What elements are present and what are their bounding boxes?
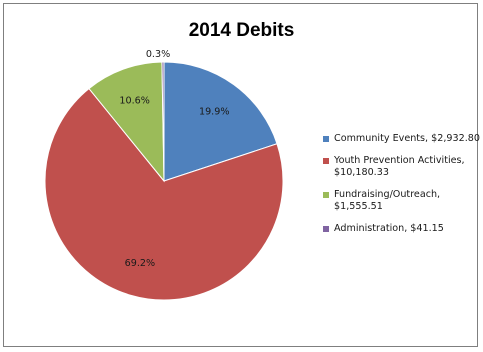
pie-slice-youth-prevention xyxy=(44,87,284,301)
chart-title: 2014 Debits xyxy=(188,20,295,41)
data-label-fundraising: 10.6% xyxy=(119,96,149,107)
legend-label: Fundraising/Outreach, xyxy=(334,189,441,200)
legend-label: Administration, $41.15 xyxy=(334,223,444,234)
data-label-community-events: 19.9% xyxy=(199,107,229,118)
legend-item-administration: Administration, $41.15 xyxy=(323,223,483,235)
legend-swatch-administration xyxy=(323,226,329,232)
legend-label-line2: $1,555.51 xyxy=(334,201,383,212)
pie-slice-community-events xyxy=(163,61,278,182)
legend-item-community-events: Community Events, $2,932.80 xyxy=(323,133,483,145)
legend-swatch-fundraising xyxy=(323,192,329,198)
legend-swatch-youth-prevention xyxy=(323,158,329,164)
data-label-administration: 0.3% xyxy=(146,49,170,60)
legend-label: Youth Prevention Activities, xyxy=(334,155,465,166)
legend-label-line2: $10,180.33 xyxy=(334,167,389,178)
legend-swatch-community-events xyxy=(323,136,329,142)
pie-slice-administration xyxy=(161,61,165,182)
legend: Community Events, $2,932.80 Youth Preven… xyxy=(323,133,483,245)
legend-item-youth-prevention: Youth Prevention Activities, $10,180.33 xyxy=(323,155,483,179)
legend-item-fundraising: Fundraising/Outreach, $1,555.51 xyxy=(323,189,483,213)
legend-label: Community Events, $2,932.80 xyxy=(334,133,480,144)
pie-slice-fundraising xyxy=(88,61,165,183)
data-label-youth-prevention: 69.2% xyxy=(125,258,155,269)
